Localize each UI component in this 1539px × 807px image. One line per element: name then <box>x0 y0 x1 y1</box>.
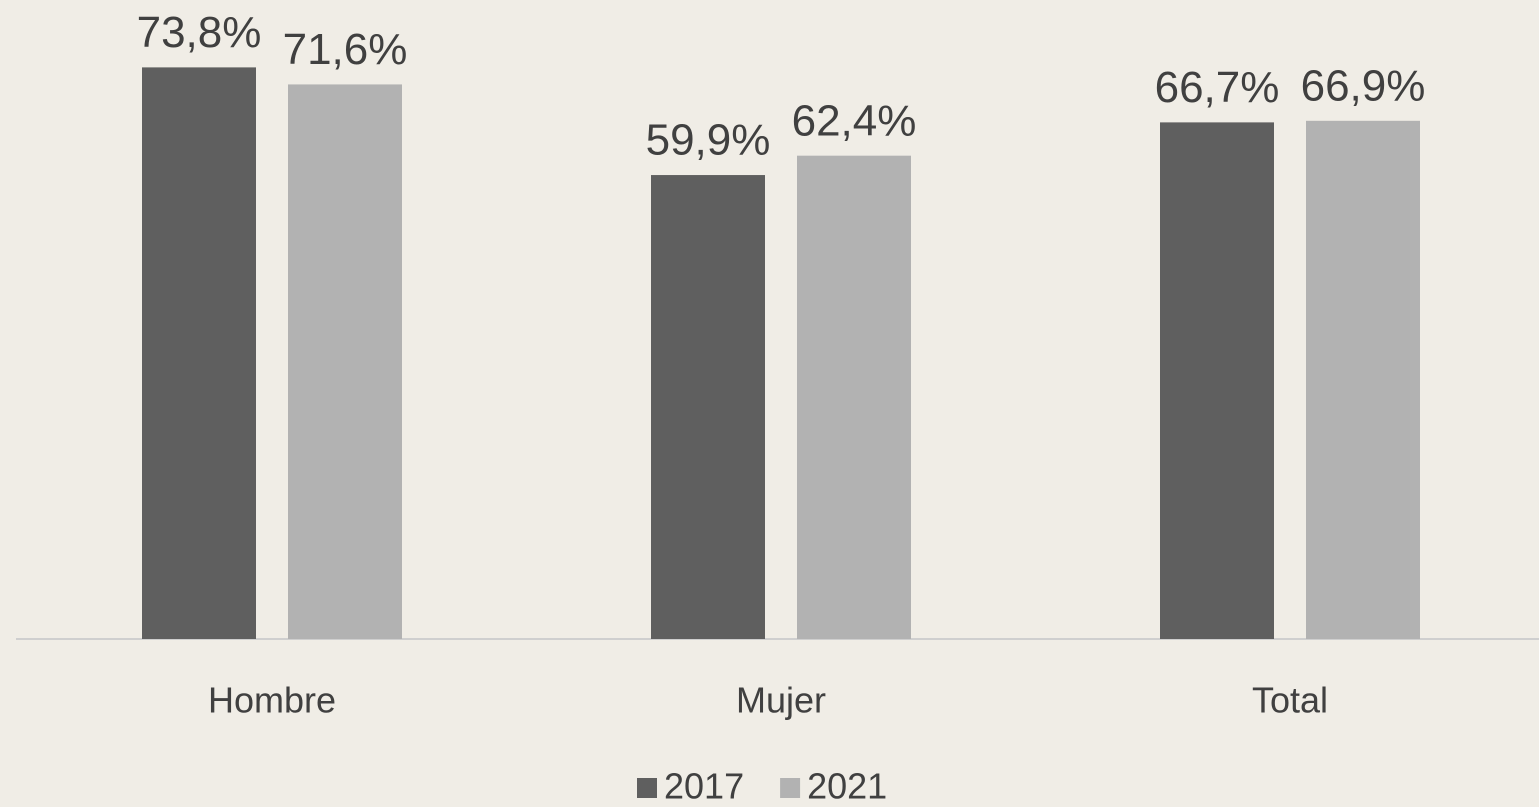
bar <box>288 84 402 639</box>
value-label: 59,9% <box>646 116 771 165</box>
value-label: 71,6% <box>283 25 408 74</box>
value-label: 66,9% <box>1301 61 1426 110</box>
value-label: 62,4% <box>792 96 917 145</box>
bar <box>1160 122 1274 640</box>
value-label: 73,8% <box>137 8 262 57</box>
bar <box>142 67 256 640</box>
legend-label: 2021 <box>807 766 887 807</box>
bar <box>1306 120 1420 639</box>
x-tick-label: Total <box>1252 680 1328 721</box>
x-tick-label: Hombre <box>208 680 336 721</box>
x-tick-label: Mujer <box>736 680 826 721</box>
legend-swatch <box>780 778 801 798</box>
legend-label: 2017 <box>664 766 744 807</box>
legend-swatch <box>637 778 657 798</box>
bar <box>651 175 765 639</box>
bar <box>797 155 911 639</box>
value-label: 66,7% <box>1155 63 1280 112</box>
